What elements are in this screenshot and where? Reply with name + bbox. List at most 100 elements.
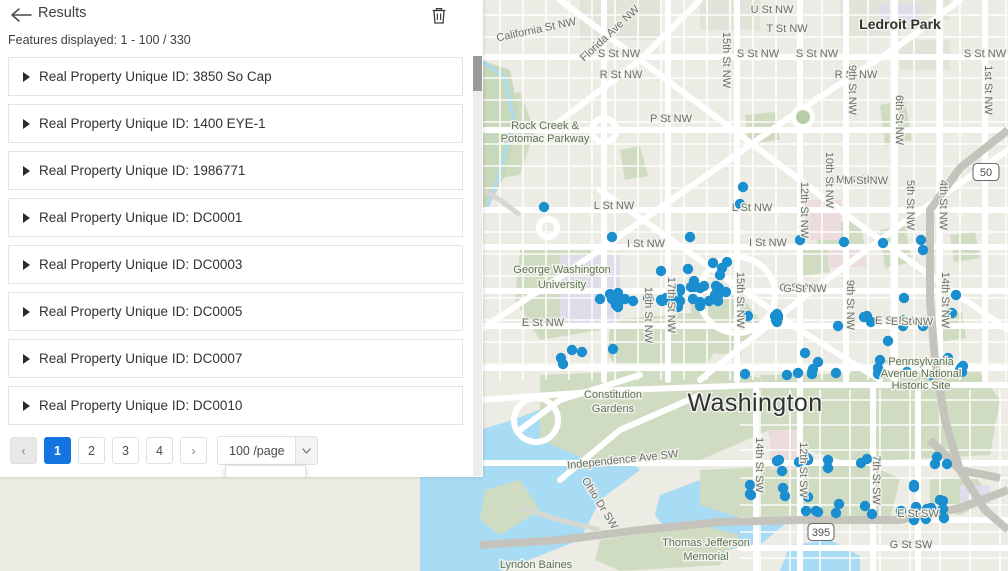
map-marker[interactable] [830,367,842,379]
map-marker[interactable] [942,352,954,364]
map-marker[interactable] [643,293,655,305]
map-marker[interactable] [744,479,756,491]
map-marker[interactable] [606,293,618,305]
map-marker[interactable] [557,358,569,370]
map-marker[interactable] [855,457,867,469]
map-marker[interactable] [656,295,668,307]
map-marker[interactable] [674,295,686,307]
result-row[interactable]: Real Property Unique ID: 3850 So Cap [8,57,463,96]
map-marker[interactable] [910,501,922,513]
result-row[interactable]: Real Property Unique ID: DC0010 [8,386,463,425]
map-marker[interactable] [794,234,806,246]
map-marker[interactable] [674,283,686,295]
back-arrow-icon[interactable] [10,7,32,23]
chevron-down-icon[interactable] [294,437,317,464]
map-marker[interactable] [877,237,889,249]
map-marker[interactable] [734,198,746,210]
page-size-option-20[interactable]: 20 [226,472,305,477]
map-marker[interactable] [707,257,719,269]
map-marker[interactable] [924,369,936,381]
result-row[interactable]: Real Property Unique ID: DC0001 [8,198,463,237]
trash-icon[interactable] [430,6,448,25]
map-marker[interactable] [950,289,962,301]
map-marker[interactable] [822,454,834,466]
map-marker[interactable] [832,320,844,332]
map-marker[interactable] [838,236,850,248]
map-marker[interactable] [802,491,814,503]
map-marker[interactable] [882,335,894,347]
map-marker[interactable] [937,495,949,507]
map-marker[interactable] [594,293,606,305]
map-marker[interactable] [946,307,958,319]
map-marker[interactable] [771,455,783,467]
map-marker[interactable] [901,366,913,378]
expand-caret-icon[interactable] [23,306,30,317]
map-marker[interactable] [627,295,639,307]
map-marker[interactable] [694,296,706,308]
result-row[interactable]: Real Property Unique ID: DC0005 [8,292,463,331]
map-marker[interactable] [694,282,706,294]
map-marker[interactable] [908,514,920,526]
results-scrollbar-thumb[interactable] [473,56,482,91]
page-size-select[interactable]: 100 /page 2050✓100 [217,436,318,477]
map-marker[interactable] [606,231,618,243]
map-marker[interactable] [685,281,697,293]
map-marker[interactable] [915,234,927,246]
map-marker[interactable] [925,502,937,514]
map-marker[interactable] [712,290,724,302]
map-marker[interactable] [830,507,842,519]
map-marker[interactable] [655,265,667,277]
page-size-value[interactable]: 100 /page [229,443,285,458]
page-size-dropdown-menu[interactable]: 2050✓100 [225,465,306,477]
map-marker[interactable] [720,286,732,298]
expand-caret-icon[interactable] [23,71,30,82]
map-marker[interactable] [737,181,749,193]
map-marker[interactable] [807,363,819,375]
expand-caret-icon[interactable] [23,400,30,411]
map-marker[interactable] [822,462,834,474]
map-marker[interactable] [682,263,694,275]
map-marker[interactable] [866,508,878,520]
map-marker[interactable] [929,458,941,470]
map-marker[interactable] [895,505,907,517]
expand-caret-icon[interactable] [23,353,30,364]
map-marker[interactable] [739,368,751,380]
map-marker[interactable] [908,481,920,493]
map-marker[interactable] [917,244,929,256]
expand-caret-icon[interactable] [23,259,30,270]
map-marker[interactable] [859,500,871,512]
map-marker[interactable] [941,458,953,470]
map-marker[interactable] [776,465,788,477]
map-marker[interactable] [742,310,754,322]
map-marker[interactable] [938,512,950,524]
map-marker[interactable] [576,346,588,358]
map-marker[interactable] [917,320,929,332]
map-marker[interactable] [770,314,782,326]
pagination-page-1[interactable]: 1 [44,437,71,464]
pagination-page-2[interactable]: 2 [78,437,105,464]
map-marker[interactable] [833,498,845,510]
map-marker[interactable] [920,513,932,525]
map-marker[interactable] [566,344,578,356]
map-marker[interactable] [538,201,550,213]
map-marker[interactable] [684,231,696,243]
map-marker[interactable] [898,292,910,304]
pagination-next-button[interactable]: › [180,437,207,464]
result-row[interactable]: Real Property Unique ID: 1986771 [8,151,463,190]
result-row[interactable]: Real Property Unique ID: DC0003 [8,245,463,284]
map-marker[interactable] [872,368,884,380]
results-scrollbar-track[interactable] [473,56,482,476]
map-marker[interactable] [744,488,756,500]
expand-caret-icon[interactable] [23,212,30,223]
map-marker[interactable] [874,354,886,366]
map-marker[interactable] [779,490,791,502]
pagination-prev-button[interactable]: ‹ [10,437,37,464]
result-row[interactable]: Real Property Unique ID: 1400 EYE-1 [8,104,463,143]
map-marker[interactable] [897,320,909,332]
map-marker[interactable] [812,506,824,518]
pagination-page-4[interactable]: 4 [146,437,173,464]
map-marker[interactable] [792,367,804,379]
map-marker[interactable] [714,269,726,281]
map-marker[interactable] [956,366,968,378]
map-marker[interactable] [865,316,877,328]
